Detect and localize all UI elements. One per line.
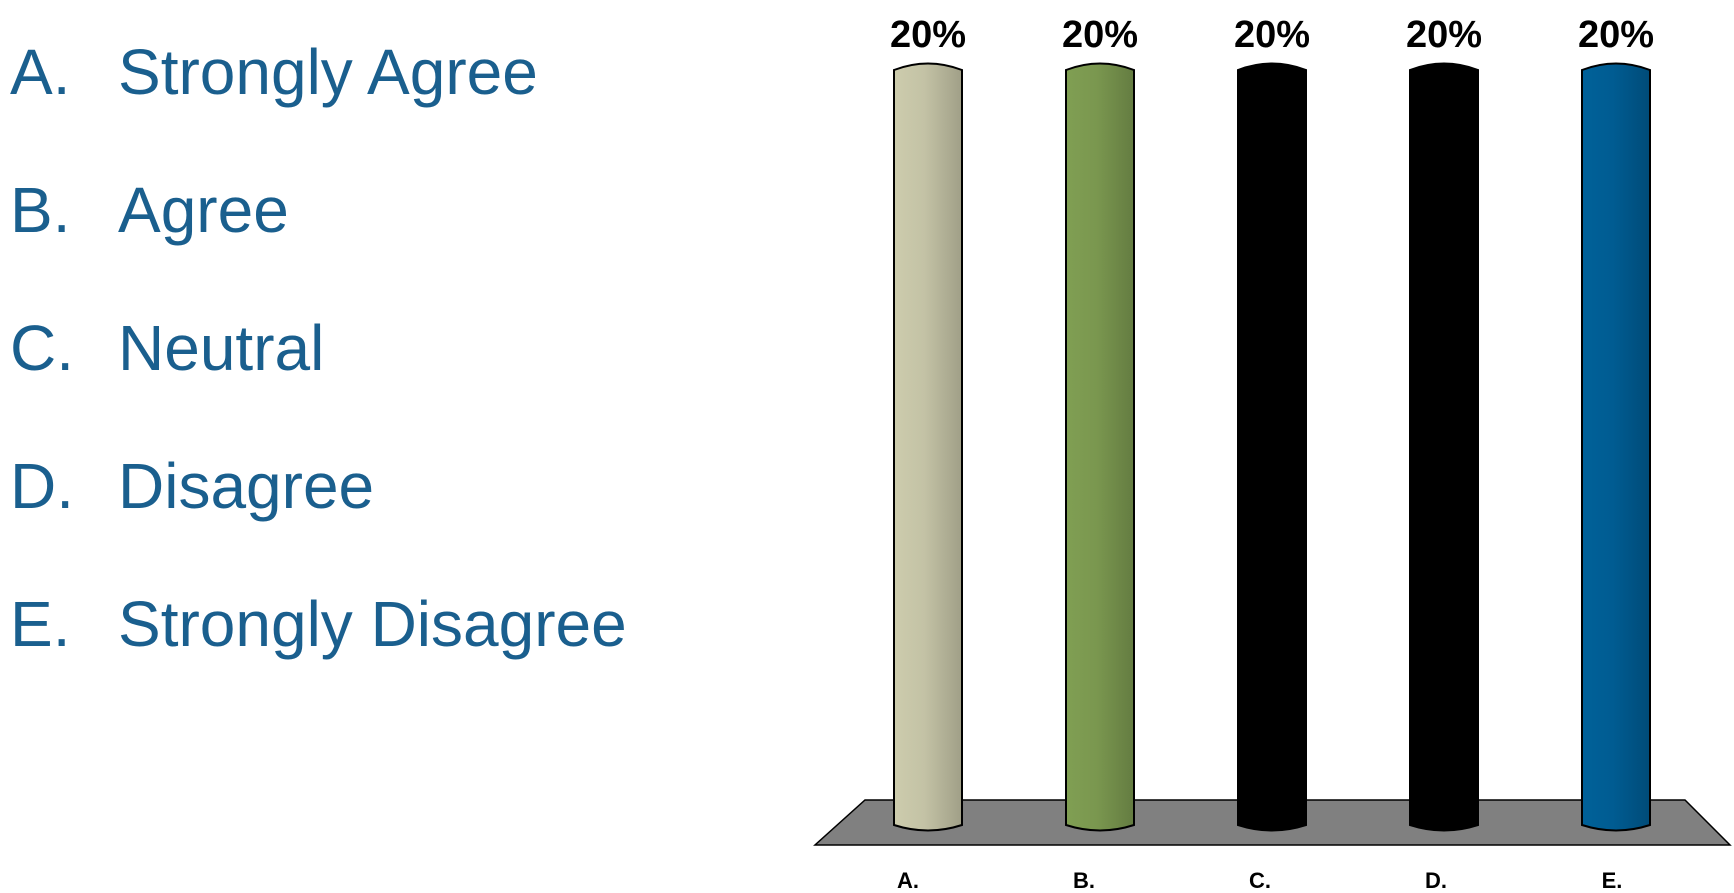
bar-a [893, 62, 963, 832]
data-label: 20% [1578, 14, 1654, 56]
option-text: Disagree [118, 450, 375, 522]
option-text: Neutral [118, 312, 325, 384]
bar-d [1409, 62, 1479, 832]
option-letter: B. [10, 174, 71, 246]
option-text: Agree [118, 174, 289, 246]
option-text: Strongly Disagree [118, 588, 627, 660]
option-text: Strongly Agree [118, 36, 538, 108]
option-letter: A. [10, 36, 71, 108]
x-tick-label: E. [1602, 868, 1623, 893]
data-label: 20% [890, 14, 966, 56]
x-tick-label: D. [1425, 868, 1447, 893]
bar-b [1065, 62, 1135, 832]
answer-option-a: A. Strongly Agree [10, 40, 627, 178]
data-label: 20% [1406, 14, 1482, 56]
data-label: 20% [1234, 14, 1310, 56]
data-labels-group: 20% 20% 20% 20% 20% [890, 14, 1654, 56]
option-letter: C. [10, 312, 74, 384]
option-letter: D. [10, 450, 74, 522]
option-letter: E. [10, 588, 71, 660]
bars-group [893, 62, 1651, 832]
answer-option-b: B. Agree [10, 178, 627, 316]
answer-option-d: D. Disagree [10, 454, 627, 592]
x-tick-label: B. [1073, 868, 1095, 893]
x-tick-labels-group: A. B. C. D. E. [897, 868, 1622, 893]
answer-option-e: E. Strongly Disagree [10, 592, 627, 730]
bar-c [1237, 62, 1307, 832]
x-tick-label: A. [897, 868, 919, 893]
answer-option-c: C. Neutral [10, 316, 627, 454]
data-label: 20% [1062, 14, 1138, 56]
bar-e [1581, 62, 1651, 832]
x-tick-label: C. [1249, 868, 1271, 893]
answer-options-list: A. Strongly Agree B. Agree C. Neutral D.… [10, 40, 627, 730]
